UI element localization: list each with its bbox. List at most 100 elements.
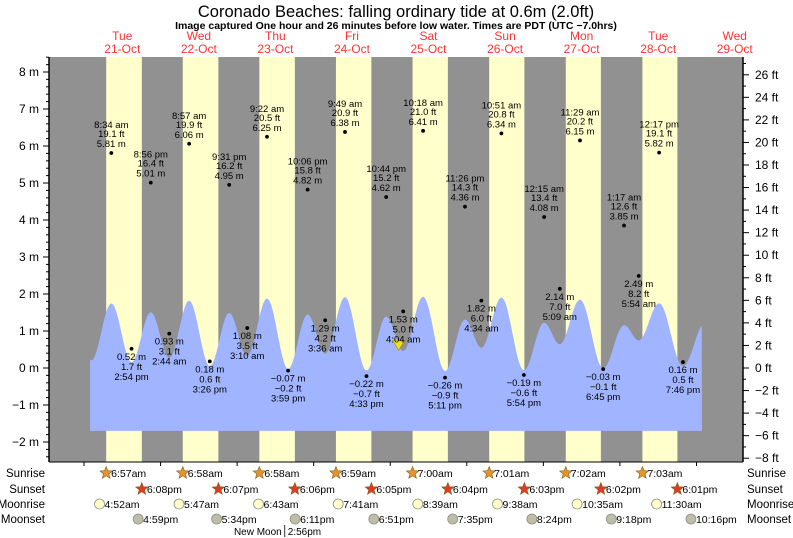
tide-height-ft: 3.1 ft	[159, 347, 180, 358]
moonset-time: 10:16pm	[696, 514, 737, 526]
tide-height-m: −0.19 m	[507, 378, 542, 389]
tide-height-m: 4.08 m	[530, 203, 559, 214]
low-tide-point	[245, 326, 250, 330]
right-tick-label: 26 ft	[755, 68, 779, 82]
tide-height-ft: 16.2 ft	[216, 161, 243, 172]
moonset-time: 5:34pm	[222, 514, 257, 526]
right-tick-label: 4 ft	[755, 316, 772, 330]
tide-height-m: 1.29 m	[311, 323, 340, 334]
right-tick-label: 24 ft	[755, 90, 779, 104]
moonrise-time: 9:38am	[503, 499, 538, 511]
tide-height-ft: 20.9 ft	[332, 108, 359, 119]
tide-height-m: 0.18 m	[195, 364, 224, 375]
tide-height-ft: 14.3 ft	[452, 183, 479, 194]
tide-time: 12:17 pm	[639, 120, 679, 131]
high-tide-point	[499, 131, 504, 136]
moonrise-icon	[651, 498, 663, 510]
tide-time: 3:10 am	[230, 351, 264, 362]
tide-height-m: 6.38 m	[330, 118, 359, 129]
left-tick-label: 4 m	[19, 213, 39, 227]
left-tick-label: −2 m	[12, 435, 39, 449]
tide-time: 5:09 am	[543, 312, 577, 323]
tide-height-ft: −0.6 ft	[511, 388, 538, 399]
tide-area	[90, 296, 703, 431]
astro-rows: Sunrise Sunrise 6:57am 6:58am 6:58am 6:59am 7:…	[0, 465, 793, 538]
tide-time: 3:36 am	[308, 343, 342, 354]
moonrise-icon	[173, 498, 185, 510]
left-tick-label: 8 m	[19, 65, 39, 79]
day-label-dow: Fri	[345, 29, 359, 43]
sunrise-time: 6:58am	[264, 468, 299, 480]
right-tick-label: −2 ft	[755, 384, 779, 398]
right-tick-label: 12 ft	[755, 226, 779, 240]
day-label-dow: Mon	[570, 29, 593, 43]
left-tick-label: 3 m	[19, 250, 39, 264]
tide-height-ft: 19.9 ft	[176, 120, 203, 131]
moonset-time: 4:59pm	[143, 514, 178, 526]
tide-height-m: 6.25 m	[252, 123, 281, 134]
tide-height-ft: −0.1 ft	[590, 382, 617, 393]
sunset-icon	[440, 481, 455, 495]
day-label-dow: Wed	[187, 29, 211, 43]
tide-height-m: 4.82 m	[293, 176, 322, 187]
right-tick-label: 20 ft	[755, 135, 779, 149]
moonrise-icon	[332, 498, 344, 510]
right-tick-label: 0 ft	[755, 361, 772, 375]
sunset-time: 6:02pm	[606, 484, 641, 496]
tide-time: 4:33 pm	[349, 399, 383, 410]
sunset-time: 6:06pm	[300, 484, 335, 496]
tide-height-m: −0.26 m	[428, 381, 463, 392]
chart-subtitle: Image captured One hour and 26 minutes b…	[175, 20, 617, 32]
left-tick-label: 0 m	[19, 361, 39, 375]
low-tide-point	[601, 367, 606, 372]
sunrise-time: 7:00am	[418, 468, 453, 480]
right-tick-label: 22 ft	[755, 113, 779, 127]
low-tide-point	[286, 368, 291, 373]
right-tick-label: −8 ft	[755, 451, 779, 465]
tide-height-ft: 15.2 ft	[373, 173, 400, 184]
sunset-icon	[670, 481, 685, 495]
day-label-date: 21-Oct	[104, 42, 141, 56]
tide-height-ft: 1.7 ft	[121, 362, 142, 373]
tide-curve	[90, 296, 703, 431]
low-tide-point	[207, 359, 212, 364]
sunrise-icon	[635, 465, 650, 479]
low-tide-point	[364, 374, 369, 379]
left-tick-label: 1 m	[19, 324, 39, 338]
tide-height-ft: 7.0 ft	[549, 302, 570, 313]
tide-height-ft: 3.5 ft	[237, 341, 258, 352]
moonset-row-label-left: Moonset	[1, 514, 46, 526]
high-tide-point	[187, 141, 192, 146]
day-label-date: 25-Oct	[411, 42, 448, 56]
tide-time: 9:22 am	[250, 104, 284, 115]
moonset-time: 6:51pm	[379, 514, 414, 526]
tide-time: 8:34 am	[94, 120, 128, 131]
low-tide-point	[636, 273, 641, 278]
high-tide-point	[305, 187, 310, 192]
tide-height-ft: 20.2 ft	[567, 116, 594, 127]
tide-time: 10:44 pm	[366, 164, 406, 175]
day-label-date: 26-Oct	[487, 42, 524, 56]
sunrise-time: 6:59am	[341, 468, 376, 480]
sunset-time: 6:01pm	[682, 484, 717, 496]
tide-height-m: 6.41 m	[409, 117, 438, 128]
moonrise-time: 8:39am	[423, 499, 458, 511]
sunset-time: 6:04pm	[453, 484, 488, 496]
tide-height-ft: 15.8 ft	[294, 166, 321, 177]
tide-height-ft: −0.9 ft	[432, 391, 459, 402]
tide-time: 2:44 am	[152, 357, 186, 368]
tide-time: 5:11 pm	[428, 401, 462, 412]
high-tide-point	[657, 150, 662, 155]
tide-time: 9:49 am	[328, 99, 362, 110]
left-tick-label: −1 m	[12, 398, 39, 412]
moonset-icon	[368, 513, 380, 525]
tide-height-ft: 8.2 ft	[628, 289, 649, 300]
high-tide-point	[148, 180, 153, 185]
tide-time: 10:18 am	[403, 98, 443, 109]
sunrise-time: 7:03am	[647, 468, 682, 480]
tide-height-ft: 19.1 ft	[646, 129, 673, 140]
sunrise-time: 6:57am	[111, 468, 146, 480]
sunrise-icon	[175, 465, 190, 479]
sunrise-icon	[482, 465, 497, 479]
right-tick-label: 2 ft	[755, 338, 772, 352]
